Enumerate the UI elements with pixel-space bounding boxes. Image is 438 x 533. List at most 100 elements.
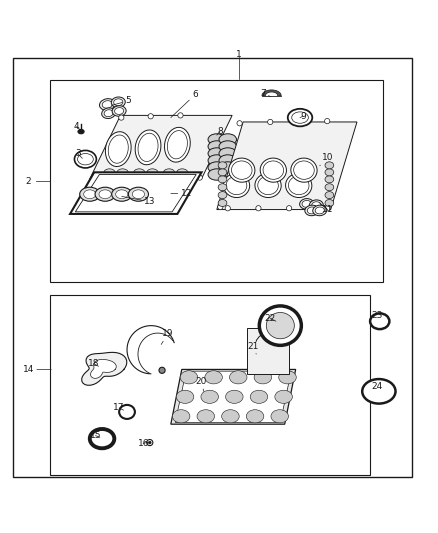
Circle shape <box>268 119 273 125</box>
Polygon shape <box>75 174 196 212</box>
Ellipse shape <box>111 97 125 108</box>
Ellipse shape <box>138 133 158 161</box>
Ellipse shape <box>104 169 115 177</box>
Text: 12: 12 <box>171 189 192 198</box>
Polygon shape <box>90 115 232 179</box>
Text: 7: 7 <box>260 89 271 98</box>
Ellipse shape <box>218 199 227 206</box>
Circle shape <box>159 367 165 374</box>
Ellipse shape <box>255 173 281 198</box>
Ellipse shape <box>275 390 292 403</box>
Ellipse shape <box>74 150 96 168</box>
Ellipse shape <box>259 306 301 345</box>
Text: 4: 4 <box>74 122 81 131</box>
Ellipse shape <box>106 132 131 166</box>
Ellipse shape <box>325 199 334 206</box>
Circle shape <box>256 206 261 211</box>
Ellipse shape <box>108 135 128 163</box>
Ellipse shape <box>223 173 250 198</box>
Ellipse shape <box>78 154 93 165</box>
Text: 10: 10 <box>320 154 333 166</box>
Ellipse shape <box>208 141 226 152</box>
Ellipse shape <box>80 187 100 201</box>
Ellipse shape <box>312 202 321 208</box>
Ellipse shape <box>219 148 237 159</box>
Polygon shape <box>175 371 291 423</box>
Text: 18: 18 <box>88 359 100 368</box>
Ellipse shape <box>305 205 319 216</box>
Ellipse shape <box>258 176 278 195</box>
Ellipse shape <box>288 109 312 126</box>
Ellipse shape <box>325 184 334 191</box>
Text: 20: 20 <box>196 377 207 391</box>
Ellipse shape <box>260 158 286 182</box>
Ellipse shape <box>263 161 283 179</box>
Ellipse shape <box>114 99 123 106</box>
Ellipse shape <box>112 106 126 116</box>
Ellipse shape <box>254 371 272 384</box>
Circle shape <box>237 120 242 126</box>
Circle shape <box>298 118 304 124</box>
Ellipse shape <box>163 169 175 177</box>
Ellipse shape <box>218 169 227 176</box>
Polygon shape <box>70 172 201 214</box>
Ellipse shape <box>201 390 219 403</box>
Ellipse shape <box>173 410 190 423</box>
Text: 22: 22 <box>265 314 276 322</box>
Ellipse shape <box>117 169 128 177</box>
Polygon shape <box>247 328 289 374</box>
Ellipse shape <box>219 155 237 166</box>
Circle shape <box>218 204 223 209</box>
Circle shape <box>147 440 153 446</box>
Ellipse shape <box>95 187 115 201</box>
Ellipse shape <box>250 390 268 403</box>
Circle shape <box>100 174 106 179</box>
Ellipse shape <box>291 158 317 182</box>
Ellipse shape <box>325 176 334 183</box>
Ellipse shape <box>128 187 148 201</box>
Ellipse shape <box>289 176 309 195</box>
Ellipse shape <box>208 162 226 173</box>
Bar <box>50 295 370 474</box>
Ellipse shape <box>147 169 158 177</box>
Polygon shape <box>262 90 281 96</box>
Text: 13: 13 <box>122 197 155 206</box>
Text: 17: 17 <box>113 403 125 413</box>
Polygon shape <box>171 369 296 424</box>
Ellipse shape <box>219 141 237 152</box>
Ellipse shape <box>309 200 323 211</box>
Polygon shape <box>91 359 116 378</box>
Ellipse shape <box>232 161 252 179</box>
Ellipse shape <box>229 158 255 182</box>
Text: 2: 2 <box>26 176 31 185</box>
Ellipse shape <box>370 313 389 329</box>
Text: 8: 8 <box>217 127 223 136</box>
Ellipse shape <box>180 371 198 384</box>
Ellipse shape <box>325 169 334 176</box>
Circle shape <box>325 118 330 124</box>
Circle shape <box>325 206 330 211</box>
Circle shape <box>197 175 202 180</box>
Ellipse shape <box>102 101 113 108</box>
Ellipse shape <box>292 112 308 123</box>
Text: 24: 24 <box>371 382 382 391</box>
Text: 19: 19 <box>161 329 173 344</box>
Text: 11: 11 <box>320 203 333 214</box>
Ellipse shape <box>218 191 227 199</box>
Ellipse shape <box>104 110 113 117</box>
Ellipse shape <box>116 190 128 199</box>
Ellipse shape <box>230 371 247 384</box>
Ellipse shape <box>222 410 239 423</box>
Ellipse shape <box>78 130 84 134</box>
Text: 9: 9 <box>300 112 306 121</box>
Text: 16: 16 <box>138 439 149 448</box>
Ellipse shape <box>218 184 227 191</box>
Text: 6: 6 <box>171 90 198 118</box>
Ellipse shape <box>197 410 215 423</box>
Ellipse shape <box>90 429 114 448</box>
Ellipse shape <box>302 200 311 207</box>
Ellipse shape <box>325 162 334 169</box>
Text: 23: 23 <box>371 311 382 320</box>
Ellipse shape <box>307 207 316 214</box>
Bar <box>50 80 383 282</box>
